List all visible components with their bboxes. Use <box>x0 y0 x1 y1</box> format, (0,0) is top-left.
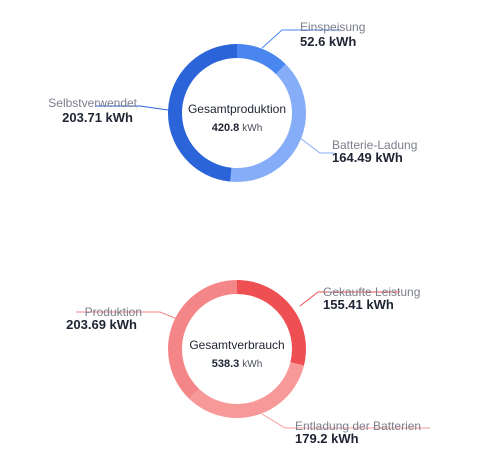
center-title-production: Gesamtproduktion <box>188 102 286 116</box>
center-unit: kWh <box>242 359 262 370</box>
donut-slice-gekaufte-leistung[interactable] <box>237 280 306 366</box>
leader-line-einspeisung <box>261 29 340 49</box>
center-total-consumption: 538.3 kWh <box>212 358 263 370</box>
center-value: 420.8 <box>212 122 240 134</box>
slice-label-produktion: Produktion <box>85 305 142 319</box>
center-value: 538.3 <box>212 358 240 370</box>
center-title-consumption: Gesamtverbrauch <box>189 338 284 352</box>
donut-slice-produktion[interactable] <box>167 280 237 399</box>
leader-line-selbstverwendet <box>96 105 169 111</box>
leader-line-entladung <box>261 413 430 429</box>
leader-line-batterie-ladung <box>299 137 334 154</box>
slice-label-gekaufte-leistung: Gekaufte Leistung <box>323 285 420 299</box>
slice-value-einspeisung: 52.6 kWh <box>300 34 356 49</box>
donut-chart-consumption: Gekaufte Leistung 155.41 kWh Entladung d… <box>66 280 430 446</box>
slice-value-produktion: 203.69 kWh <box>66 317 137 332</box>
slice-label-batterie-ladung: Batterie-Ladung <box>332 138 417 152</box>
donut-slices <box>168 44 306 182</box>
donut-slice-selbstverwendet[interactable] <box>168 44 237 182</box>
center-total-production: 420.8 kWh <box>212 122 263 134</box>
donut-slice-entladung-der-batterien[interactable] <box>189 362 304 419</box>
slice-label-einspeisung: Einspeisung <box>300 20 365 34</box>
slice-value-gekaufte-leistung: 155.41 kWh <box>323 297 394 312</box>
slice-value-entladung: 179.2 kWh <box>295 431 359 446</box>
slice-value-batterie-ladung: 164.49 kWh <box>332 150 403 165</box>
leader-line-gekaufte-leistung <box>299 291 400 307</box>
slice-label-selbstverwendet: Selbstverwendet <box>48 96 137 110</box>
donut-slice-batterie-ladung[interactable] <box>230 64 306 182</box>
slice-value-selbstverwendet: 203.71 kWh <box>62 110 133 125</box>
center-unit: kWh <box>242 123 262 134</box>
slice-label-entladung: Entladung der Batterien <box>295 419 421 433</box>
donut-slice-einspeisung[interactable] <box>237 44 286 75</box>
donut-slices <box>167 280 306 419</box>
leader-line-produktion <box>76 311 181 321</box>
donut-chart-production: Einspeisung 52.6 kWh Batterie-Ladung 164… <box>48 20 417 182</box>
